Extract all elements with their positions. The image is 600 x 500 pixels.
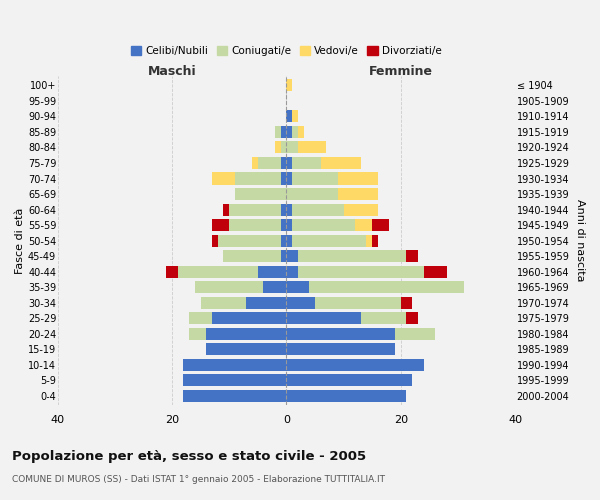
- Bar: [286, 359, 424, 371]
- Bar: [395, 328, 435, 340]
- Bar: [195, 281, 263, 293]
- Bar: [286, 266, 298, 278]
- Bar: [286, 172, 292, 184]
- Bar: [189, 312, 212, 324]
- Text: COMUNE DI MUROS (SS) - Dati ISTAT 1° gennaio 2005 - Elaborazione TUTTITALIA.IT: COMUNE DI MUROS (SS) - Dati ISTAT 1° gen…: [12, 475, 385, 484]
- Bar: [223, 250, 281, 262]
- Text: Popolazione per età, sesso e stato civile - 2005: Popolazione per età, sesso e stato civil…: [12, 450, 366, 463]
- Bar: [281, 234, 286, 246]
- Bar: [367, 234, 372, 246]
- Bar: [235, 188, 286, 200]
- Bar: [258, 266, 286, 278]
- Bar: [355, 219, 372, 231]
- Bar: [286, 126, 292, 138]
- Bar: [184, 390, 286, 402]
- Y-axis label: Anni di nascita: Anni di nascita: [575, 200, 585, 282]
- Bar: [286, 110, 292, 122]
- Bar: [200, 296, 247, 309]
- Bar: [424, 266, 446, 278]
- Bar: [223, 204, 229, 216]
- Bar: [286, 234, 292, 246]
- Bar: [292, 204, 344, 216]
- Bar: [281, 204, 286, 216]
- Bar: [258, 157, 281, 169]
- Bar: [298, 266, 424, 278]
- Bar: [338, 172, 378, 184]
- Bar: [286, 204, 292, 216]
- Bar: [286, 296, 315, 309]
- Bar: [298, 142, 326, 154]
- Bar: [281, 126, 286, 138]
- Bar: [338, 188, 378, 200]
- Bar: [286, 312, 361, 324]
- Bar: [286, 250, 298, 262]
- Bar: [235, 172, 281, 184]
- Bar: [218, 234, 281, 246]
- Y-axis label: Fasce di età: Fasce di età: [15, 208, 25, 274]
- Bar: [292, 126, 298, 138]
- Bar: [189, 328, 206, 340]
- Bar: [344, 204, 378, 216]
- Bar: [286, 390, 406, 402]
- Bar: [286, 157, 292, 169]
- Text: Femmine: Femmine: [369, 64, 433, 78]
- Bar: [178, 266, 258, 278]
- Bar: [229, 204, 281, 216]
- Legend: Celibi/Nubili, Coniugati/e, Vedovi/e, Divorziati/e: Celibi/Nubili, Coniugati/e, Vedovi/e, Di…: [127, 42, 446, 60]
- Bar: [406, 250, 418, 262]
- Bar: [372, 219, 389, 231]
- Bar: [286, 328, 395, 340]
- Bar: [286, 80, 292, 92]
- Bar: [263, 281, 286, 293]
- Bar: [252, 157, 258, 169]
- Bar: [286, 374, 412, 386]
- Bar: [286, 344, 395, 355]
- Bar: [361, 312, 406, 324]
- Bar: [281, 142, 286, 154]
- Bar: [309, 281, 464, 293]
- Bar: [292, 172, 338, 184]
- Bar: [286, 281, 309, 293]
- Bar: [206, 328, 286, 340]
- Bar: [275, 126, 281, 138]
- Bar: [286, 219, 292, 231]
- Bar: [275, 142, 281, 154]
- Bar: [212, 219, 229, 231]
- Bar: [184, 359, 286, 371]
- Bar: [401, 296, 412, 309]
- Bar: [281, 157, 286, 169]
- Bar: [292, 219, 355, 231]
- Bar: [229, 219, 281, 231]
- Bar: [292, 157, 320, 169]
- Bar: [212, 234, 218, 246]
- Bar: [281, 172, 286, 184]
- Bar: [406, 312, 418, 324]
- Text: Maschi: Maschi: [148, 64, 196, 78]
- Bar: [212, 312, 286, 324]
- Bar: [320, 157, 361, 169]
- Bar: [315, 296, 401, 309]
- Bar: [372, 234, 378, 246]
- Bar: [281, 250, 286, 262]
- Bar: [286, 142, 298, 154]
- Bar: [292, 110, 298, 122]
- Bar: [286, 188, 338, 200]
- Bar: [206, 344, 286, 355]
- Bar: [292, 234, 367, 246]
- Bar: [166, 266, 178, 278]
- Bar: [298, 126, 304, 138]
- Bar: [184, 374, 286, 386]
- Bar: [281, 219, 286, 231]
- Bar: [298, 250, 406, 262]
- Bar: [247, 296, 286, 309]
- Bar: [212, 172, 235, 184]
